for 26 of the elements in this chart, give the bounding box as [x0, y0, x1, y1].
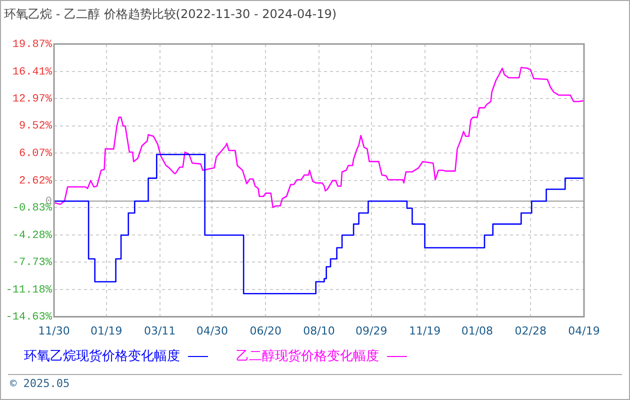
x-tick-label: 06/20	[250, 324, 282, 338]
y-tick-label: 9.52%	[18, 120, 52, 133]
text: © 2025.05	[10, 377, 70, 390]
legend-label: 环氧乙烷现货价格变化幅度	[24, 348, 180, 365]
y-tick-label: 19.87%	[12, 38, 52, 51]
x-tick-label: 03/11	[144, 324, 176, 338]
y-tick-label: -4.28%	[12, 230, 52, 242]
y-tick-label: -14.63%	[6, 312, 52, 324]
chart-title: 环氧乙烷 - 乙二醇 价格趋势比较(2022-11-30 - 2024-04-19)	[4, 6, 337, 23]
x-tick-label: 01/19	[90, 324, 122, 338]
y-tick-label: -7.73%	[12, 257, 52, 270]
y-tick-label: -11.18%	[6, 284, 52, 296]
y-tick-label: 2.62%	[18, 175, 52, 188]
y-tick-label: 16.41%	[12, 66, 52, 78]
x-tick-label: 08/10	[303, 324, 335, 338]
x-tick-label: 11/30	[38, 324, 70, 338]
legend-label: 乙二醇现货价格变化幅度	[236, 348, 379, 365]
x-tick-label: 11/19	[408, 324, 441, 338]
x-tick-label: 04/30	[196, 324, 228, 338]
y-tick-label: -0.83%	[12, 202, 52, 215]
x-tick-label: 09/29	[356, 324, 388, 338]
y-tick-label: 6.07%	[18, 148, 52, 160]
y-tick-label: 12.97%	[12, 93, 52, 106]
x-tick-label: 04/19	[568, 324, 600, 338]
x-tick-label: 01/08	[461, 324, 494, 338]
x-tick-label: 02/28	[514, 324, 546, 338]
